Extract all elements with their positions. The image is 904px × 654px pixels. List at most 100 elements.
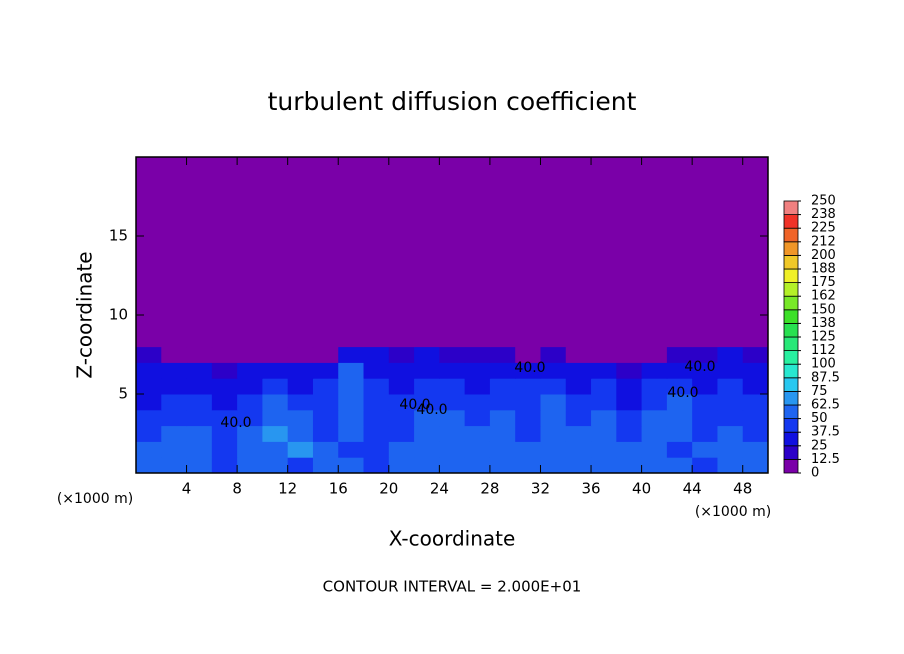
heat-cell bbox=[692, 362, 718, 379]
heat-cell bbox=[616, 457, 643, 474]
heat-cell bbox=[565, 346, 592, 363]
colorbar-label: 175 bbox=[811, 275, 836, 290]
heat-cell bbox=[312, 378, 339, 395]
heat-cell bbox=[287, 425, 314, 442]
heat-cell bbox=[186, 409, 213, 427]
heat-cell bbox=[414, 378, 440, 395]
heat-cell bbox=[565, 362, 592, 379]
colorbar-label: 0 bbox=[811, 466, 819, 481]
heat-cell bbox=[540, 346, 567, 363]
heat-cell bbox=[692, 441, 718, 458]
heat-cell bbox=[262, 362, 289, 379]
colorbar-box bbox=[783, 363, 799, 379]
heat-cell bbox=[565, 409, 592, 427]
heat-cell bbox=[237, 157, 263, 348]
heat-cell bbox=[237, 394, 263, 411]
colorbar-label: 50 bbox=[811, 411, 828, 426]
heat-cell bbox=[186, 362, 213, 379]
heat-cell bbox=[363, 409, 390, 427]
heat-cell bbox=[439, 394, 466, 411]
heat-cell bbox=[388, 457, 415, 474]
heat-cell bbox=[489, 378, 516, 395]
heat-cell bbox=[489, 346, 516, 363]
heat-cell bbox=[136, 425, 162, 442]
heat-cell bbox=[616, 346, 643, 363]
x-tick-label: 32 bbox=[531, 480, 550, 498]
heat-cell bbox=[414, 157, 440, 348]
heat-cell bbox=[186, 346, 213, 363]
heat-cell bbox=[287, 394, 314, 411]
heat-cell bbox=[414, 425, 440, 442]
heat-cell bbox=[666, 362, 693, 379]
heat-cell bbox=[414, 346, 440, 363]
heat-cell bbox=[338, 346, 365, 363]
heat-cell bbox=[186, 457, 213, 474]
heat-cell bbox=[312, 425, 339, 442]
colorbar-label: 62.5 bbox=[811, 398, 840, 413]
colorbar-box bbox=[783, 268, 799, 284]
x-tick-label: 44 bbox=[683, 480, 702, 498]
heat-cell bbox=[161, 378, 188, 395]
heat-cell bbox=[565, 157, 592, 348]
heat-cell bbox=[489, 409, 516, 427]
heat-cell bbox=[565, 378, 592, 395]
colorbar-box bbox=[783, 295, 799, 311]
heat-cell bbox=[237, 378, 263, 395]
heat-cell bbox=[388, 362, 415, 379]
heat-cell bbox=[161, 394, 188, 411]
heat-cell bbox=[641, 425, 668, 442]
heat-cell bbox=[439, 409, 466, 427]
heat-cell bbox=[666, 425, 693, 442]
heat-cell bbox=[616, 394, 643, 411]
y-tick-label: 15 bbox=[109, 227, 128, 245]
heat-cell bbox=[439, 457, 466, 474]
heat-cell bbox=[489, 425, 516, 442]
heat-cell bbox=[540, 378, 567, 395]
heat-cell bbox=[136, 362, 162, 379]
heat-cell bbox=[136, 394, 162, 411]
heat-cell bbox=[464, 346, 491, 363]
heat-cell bbox=[186, 378, 213, 395]
heat-cell bbox=[211, 378, 238, 395]
heat-cell bbox=[439, 378, 466, 395]
heat-cell bbox=[338, 362, 365, 379]
heat-cell bbox=[641, 157, 668, 348]
heat-cell bbox=[717, 394, 744, 411]
heat-cell bbox=[692, 346, 718, 363]
heat-cell bbox=[464, 157, 491, 348]
heat-cell bbox=[287, 441, 314, 458]
heat-cell bbox=[287, 346, 314, 363]
x-tick-label: 8 bbox=[232, 480, 242, 498]
heat-cell bbox=[489, 157, 516, 348]
heat-cell bbox=[363, 457, 390, 474]
heat-cell bbox=[439, 346, 466, 363]
heat-cell bbox=[515, 362, 541, 379]
heat-cell bbox=[515, 441, 541, 458]
heat-cell bbox=[136, 457, 162, 474]
heat-cell bbox=[414, 394, 440, 411]
colorbar-box bbox=[783, 404, 799, 420]
x-tick-label: 16 bbox=[329, 480, 348, 498]
x-tick-label: 24 bbox=[430, 480, 449, 498]
colorbar-label: 37.5 bbox=[811, 425, 840, 440]
colorbar-box bbox=[783, 336, 799, 352]
heat-cell bbox=[312, 441, 339, 458]
heat-cell bbox=[211, 157, 238, 348]
colorbar-box bbox=[783, 282, 799, 297]
chart-title: turbulent diffusion coefficient bbox=[268, 87, 637, 116]
heat-cell bbox=[237, 409, 263, 427]
colorbar-box bbox=[783, 214, 799, 229]
heat-cell bbox=[717, 441, 744, 458]
heat-cell bbox=[515, 346, 541, 363]
heat-cell bbox=[363, 157, 390, 348]
heat-cell bbox=[515, 157, 541, 348]
colorbar-label: 12.5 bbox=[811, 452, 840, 467]
heat-cell bbox=[237, 346, 263, 363]
heat-cell bbox=[211, 346, 238, 363]
heat-cell bbox=[262, 394, 289, 411]
heat-cell bbox=[591, 362, 617, 379]
heat-cell bbox=[464, 441, 491, 458]
heat-cell bbox=[312, 157, 339, 348]
heat-cell bbox=[666, 378, 693, 395]
heat-cell bbox=[591, 425, 617, 442]
